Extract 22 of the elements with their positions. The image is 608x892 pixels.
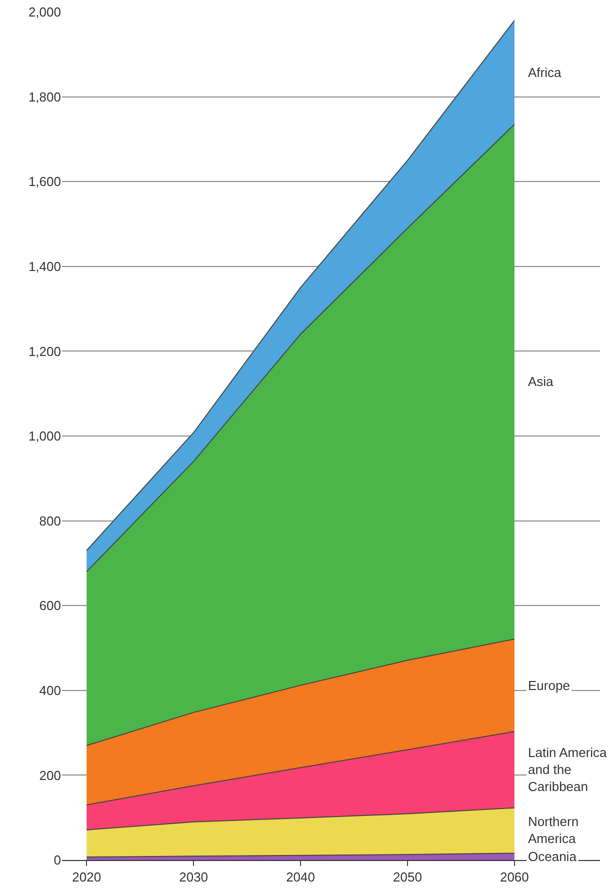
- y-tick-label: 800: [39, 513, 61, 528]
- series-label: Europe: [528, 678, 570, 693]
- y-tick-label: 1,200: [28, 344, 61, 359]
- x-tick-label: 2020: [72, 870, 102, 885]
- y-tick-label: 1,400: [28, 258, 61, 274]
- y-tick-label: 2,000: [28, 4, 61, 20]
- y-tick-label: 600: [39, 598, 61, 614]
- y-tick-label: 1,800: [28, 89, 61, 104]
- y-tick-label: 400: [39, 682, 61, 698]
- series-label: Northern America: [528, 814, 579, 846]
- x-tick-label: 2030: [179, 870, 208, 885]
- y-tick-label: 1,000: [28, 428, 61, 444]
- series-label: Africa: [528, 65, 562, 80]
- y-tick-label: 200: [39, 768, 61, 783]
- y-tick-label: 1,600: [28, 174, 61, 190]
- series-label: Asia: [528, 374, 554, 389]
- x-tick-label: 2040: [286, 870, 315, 885]
- x-tick-label: 2050: [393, 870, 422, 885]
- x-tick-label: 2060: [500, 870, 529, 885]
- y-tick-label: 0: [54, 852, 61, 868]
- series-label: Oceania: [528, 849, 578, 864]
- series-label: Latin America and the Caribbean: [528, 745, 608, 794]
